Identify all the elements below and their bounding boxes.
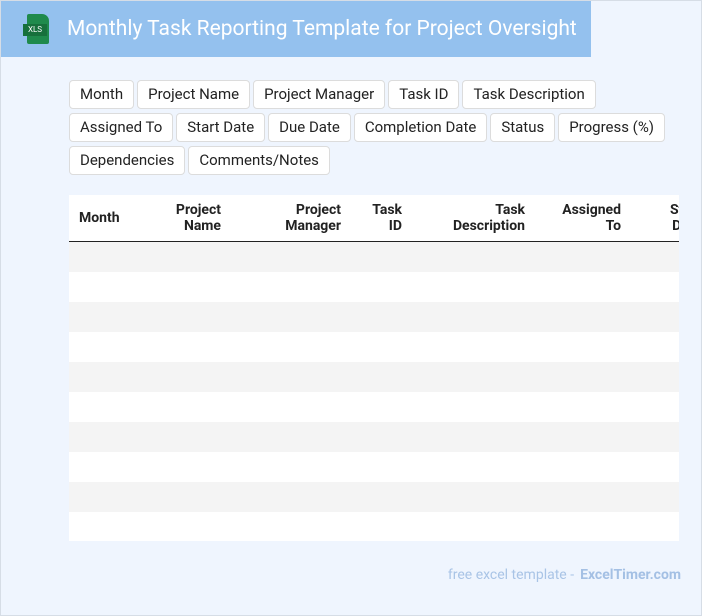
footer-link[interactable]: ExcelTimer.com [580, 567, 681, 583]
file-icon: XLS [23, 14, 51, 44]
tag[interactable]: Status [490, 113, 556, 142]
table-row [69, 512, 679, 541]
footer: free excel template - ExcelTimer.com [448, 567, 681, 583]
tag[interactable]: Dependencies [69, 146, 186, 175]
table-row [69, 242, 679, 272]
tag[interactable]: Assigned To [69, 113, 174, 142]
icon-label: XLS [23, 24, 47, 36]
table-row [69, 392, 679, 422]
tag[interactable]: Start Date [176, 113, 266, 142]
column-header: Project Name [175, 202, 221, 234]
column-header: Task Description [452, 202, 525, 234]
table-row [69, 482, 679, 512]
header-bar: XLS Monthly Task Reporting Template for … [1, 1, 591, 57]
table-row [69, 422, 679, 452]
tag[interactable]: Project Name [137, 80, 251, 109]
column-header: Task ID [372, 202, 402, 234]
tag[interactable]: Progress (%) [558, 113, 666, 142]
tag-list: Month Project Name Project Manager Task ID T… [69, 80, 701, 175]
table-body [69, 242, 679, 541]
table-row [69, 332, 679, 362]
tag[interactable]: Task ID [388, 80, 460, 109]
table-header: Month Project Name Project Manager Task ID T… [69, 195, 679, 242]
table-row [69, 452, 679, 482]
tag[interactable]: Due Date [268, 113, 351, 142]
tag[interactable]: Task Description [462, 80, 596, 109]
column-header: Start Date [669, 202, 679, 234]
column-header: Month [79, 210, 120, 226]
table: Month Project Name Project Manager Task ID T… [69, 195, 679, 541]
title: Monthly Task Reporting Template for Proj… [67, 17, 577, 41]
table-row [69, 302, 679, 332]
tag[interactable]: Completion Date [353, 113, 488, 142]
tag[interactable]: Month [69, 80, 135, 109]
footer-text: free excel template - [447, 567, 575, 583]
column-header: Project Manager [285, 202, 341, 234]
tag[interactable]: Project Manager [253, 80, 386, 109]
table-row [69, 272, 679, 302]
column-header: Assigned To [562, 202, 621, 234]
table-row [69, 362, 679, 392]
tag[interactable]: Comments/Notes [188, 146, 330, 175]
